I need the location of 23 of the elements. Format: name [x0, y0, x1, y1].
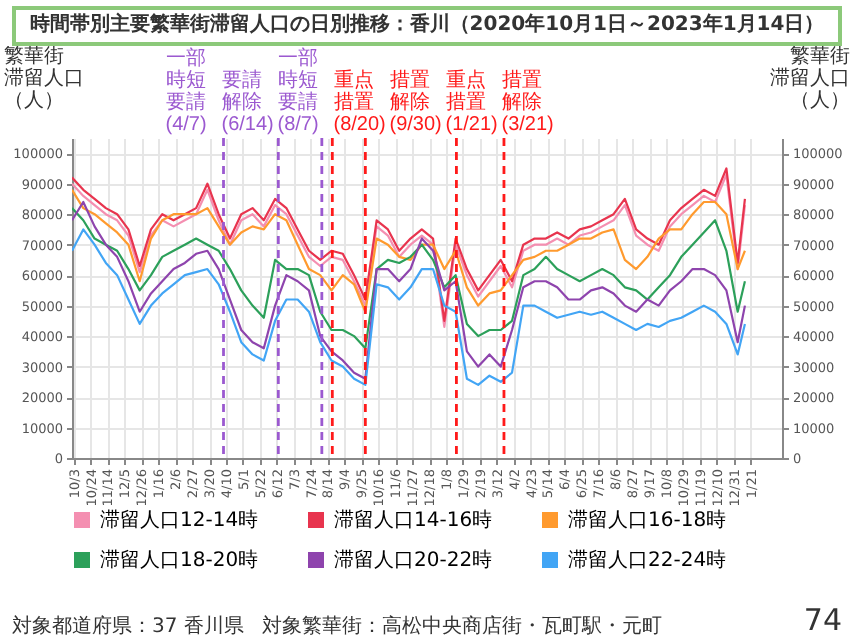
line-series — [72, 200, 747, 380]
ref-line-label: 一部時短要請(4/7) — [165, 46, 207, 136]
line-series — [72, 188, 747, 313]
text: 74 — [803, 602, 842, 638]
ref-line-label: 重点措置(1/21) — [445, 68, 498, 136]
ref-line-label: 一部時短要請(8/7) — [277, 46, 319, 136]
legend-label: 滞留人口14-16時 — [334, 508, 493, 532]
legend-label: 滞留人口22-24時 — [568, 548, 727, 572]
ref-line-label: 措置解除(9/30) — [389, 68, 442, 136]
ref-line-label: 要請解除(6/14) — [221, 68, 274, 136]
legend-label: 滞留人口16-18時 — [568, 508, 727, 532]
chart-title: 時間帯別主要繁華街滞留人口の日別推移：香川（2020年10月1日～2023年1月14日） — [12, 6, 842, 46]
legend-label: 滞留人口20-22時 — [334, 548, 493, 572]
ref-line-label: 重点措置(8/20) — [333, 68, 386, 136]
legend-label: 滞留人口12-14時 — [100, 508, 259, 532]
line-series — [72, 228, 747, 386]
text: 対象繁華街：高松中央商店街・瓦町駅・元町 — [262, 614, 662, 638]
y-axis-title: 繁華街滞留人口（人） — [4, 44, 84, 112]
legend-label: 滞留人口18-20時 — [100, 548, 259, 572]
ref-line-label: 措置解除(3/21) — [501, 68, 554, 136]
y2-axis-title: 繁華街滞留人口（人） — [770, 44, 850, 112]
line-series — [72, 207, 747, 350]
text: 対象都道府県：37 香川県 — [12, 614, 244, 638]
